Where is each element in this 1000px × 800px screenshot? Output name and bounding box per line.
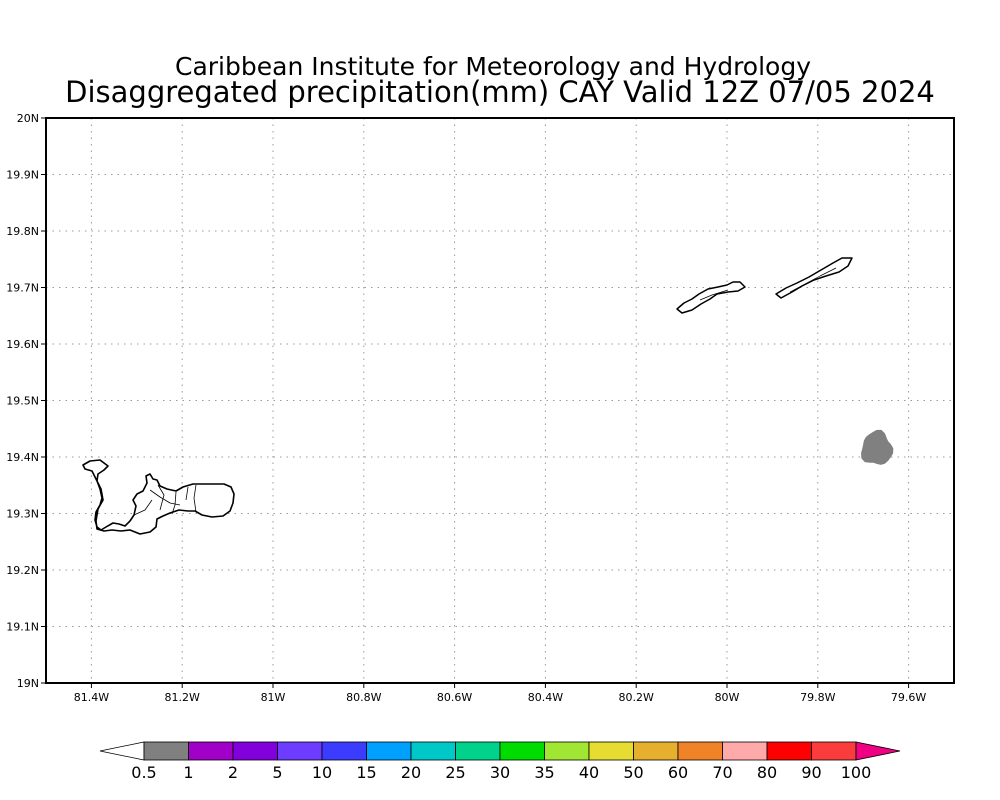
grand-cayman-island	[82, 459, 235, 535]
colorbar-swatch	[766, 741, 812, 761]
latitude-tick-labels: 20N 19.9N 19.8N 19.7N 19.6N 19.5N 19.4N 19.3N 19…	[6, 112, 39, 690]
cayman-brac-island	[775, 257, 853, 299]
colorbar-swatch	[277, 741, 323, 761]
colorbar-label: 2	[228, 763, 238, 782]
colorbar-label: 35	[534, 763, 554, 782]
lat-tick-label: 19.7N	[6, 282, 39, 295]
title-product: Disaggregated precipitation(mm) CAY Vali…	[65, 75, 935, 109]
colorbar-label: 80	[757, 763, 777, 782]
precipitation-colorbar: 0.5 1 2 5 10 15 20 25 30 35 40 50 60 70 80 90 100	[99, 741, 901, 782]
colorbar-swatch	[499, 741, 545, 761]
lon-tick-label: 81W	[261, 691, 286, 704]
colorbar-swatch	[722, 741, 768, 761]
lat-tick-label: 19.6N	[6, 338, 39, 351]
lat-tick-label: 19N	[17, 677, 39, 690]
graticule-grid	[41, 117, 954, 688]
colorbar-swatch	[366, 741, 412, 761]
title-institute: Caribbean Institute for Meteorology and …	[175, 52, 811, 81]
colorbar-swatch	[455, 741, 501, 761]
colorbar-label: 5	[272, 763, 282, 782]
lon-tick-label: 81.2W	[165, 691, 200, 704]
colorbar-label: 90	[801, 763, 821, 782]
lat-tick-label: 19.5N	[6, 395, 39, 408]
colorbar-label: 1	[183, 763, 193, 782]
longitude-tick-labels: 81.4W 81.2W 81W 80.8W 80.6W 80.4W 80.2W 80W 79.8…	[74, 691, 927, 704]
lon-tick-label: 80.4W	[528, 691, 563, 704]
colorbar-swatch	[143, 741, 189, 761]
map-frame	[45, 117, 955, 684]
lat-tick-label: 19.8N	[6, 225, 39, 238]
colorbar-swatch	[811, 741, 857, 761]
lon-tick-label: 79.8W	[800, 691, 835, 704]
lat-tick-label: 19.3N	[6, 508, 39, 521]
colorbar-label: 70	[712, 763, 732, 782]
lon-tick-label: 80.2W	[619, 691, 654, 704]
colorbar-label: 0.5	[131, 763, 156, 782]
colorbar-label: 25	[445, 763, 465, 782]
colorbar-swatch	[321, 741, 367, 761]
precipitation-field	[861, 429, 894, 465]
colorbar-label: 100	[841, 763, 872, 782]
colorbar-swatch	[188, 741, 234, 761]
lat-tick-label: 19.1N	[6, 621, 39, 634]
lat-tick-label: 19.2N	[6, 564, 39, 577]
colorbar-label: 10	[312, 763, 332, 782]
colorbar-label: 50	[623, 763, 643, 782]
lat-tick-label: 20N	[17, 112, 39, 125]
colorbar-swatch	[544, 741, 590, 761]
precip-cell	[861, 429, 894, 465]
lon-tick-label: 79.6W	[891, 691, 926, 704]
colorbar-over-arrow	[855, 741, 901, 761]
colorbar-swatch	[677, 741, 723, 761]
lat-tick-label: 19.4N	[6, 451, 39, 464]
lon-tick-label: 80W	[715, 691, 740, 704]
colorbar-label: 15	[356, 763, 376, 782]
colorbar-swatch	[410, 741, 456, 761]
lon-tick-label: 81.4W	[74, 691, 109, 704]
little-cayman-island	[676, 281, 746, 314]
colorbar-swatch	[633, 741, 679, 761]
colorbar-label: 60	[668, 763, 688, 782]
colorbar-label: 20	[401, 763, 421, 782]
lon-tick-label: 80.6W	[437, 691, 472, 704]
colorbar-swatch	[588, 741, 634, 761]
colorbar-label: 40	[579, 763, 599, 782]
colorbar-label: 30	[490, 763, 510, 782]
colorbar-under-arrow	[99, 741, 145, 761]
lat-tick-label: 19.9N	[6, 169, 39, 182]
colorbar-swatch	[232, 741, 278, 761]
lon-tick-label: 80.8W	[346, 691, 381, 704]
